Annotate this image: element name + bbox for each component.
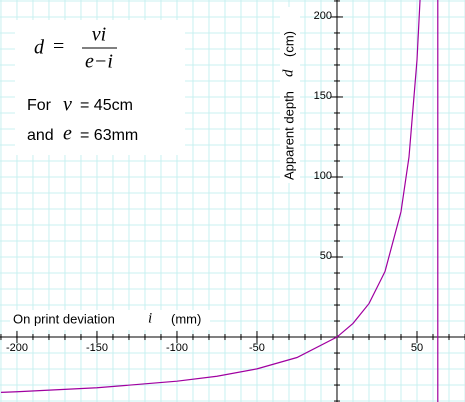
x-label-box <box>10 310 210 330</box>
x-tick-label: -100 <box>166 342 188 354</box>
y-axis-symbol: d <box>280 69 296 77</box>
param-label: For <box>27 97 52 114</box>
x-tick-label: 50 <box>411 342 423 354</box>
x-axis-symbol: i <box>148 310 152 326</box>
x-axis-unit: (mm) <box>171 311 201 326</box>
y-tick-label: 100 <box>314 170 332 182</box>
y-label-box <box>280 7 300 183</box>
param-symbol: e <box>63 123 72 145</box>
formula-denominator: e−i <box>85 51 113 73</box>
x-tick-label: -50 <box>249 342 265 354</box>
curve <box>0 0 421 393</box>
y-axis-unit: (cm) <box>281 31 296 57</box>
y-tick-label: 50 <box>320 250 332 262</box>
formula-numerator: vi <box>92 24 106 46</box>
param-value: = 45cm <box>80 97 133 114</box>
formula-box <box>15 20 185 155</box>
param-symbol: v <box>63 94 72 116</box>
x-tick-label: -150 <box>86 342 108 354</box>
formula-eq: = <box>53 36 64 58</box>
y-tick-label: 150 <box>314 90 332 102</box>
x-axis-label: On print deviation <box>13 311 115 326</box>
param-value: = 63mm <box>80 127 138 144</box>
y-tick-label: 200 <box>314 10 332 22</box>
formula-lhs: d <box>34 37 45 59</box>
x-tick-label: -200 <box>6 342 28 354</box>
y-axis-label: Apparent depth <box>281 91 296 180</box>
param-label: and <box>27 127 54 144</box>
